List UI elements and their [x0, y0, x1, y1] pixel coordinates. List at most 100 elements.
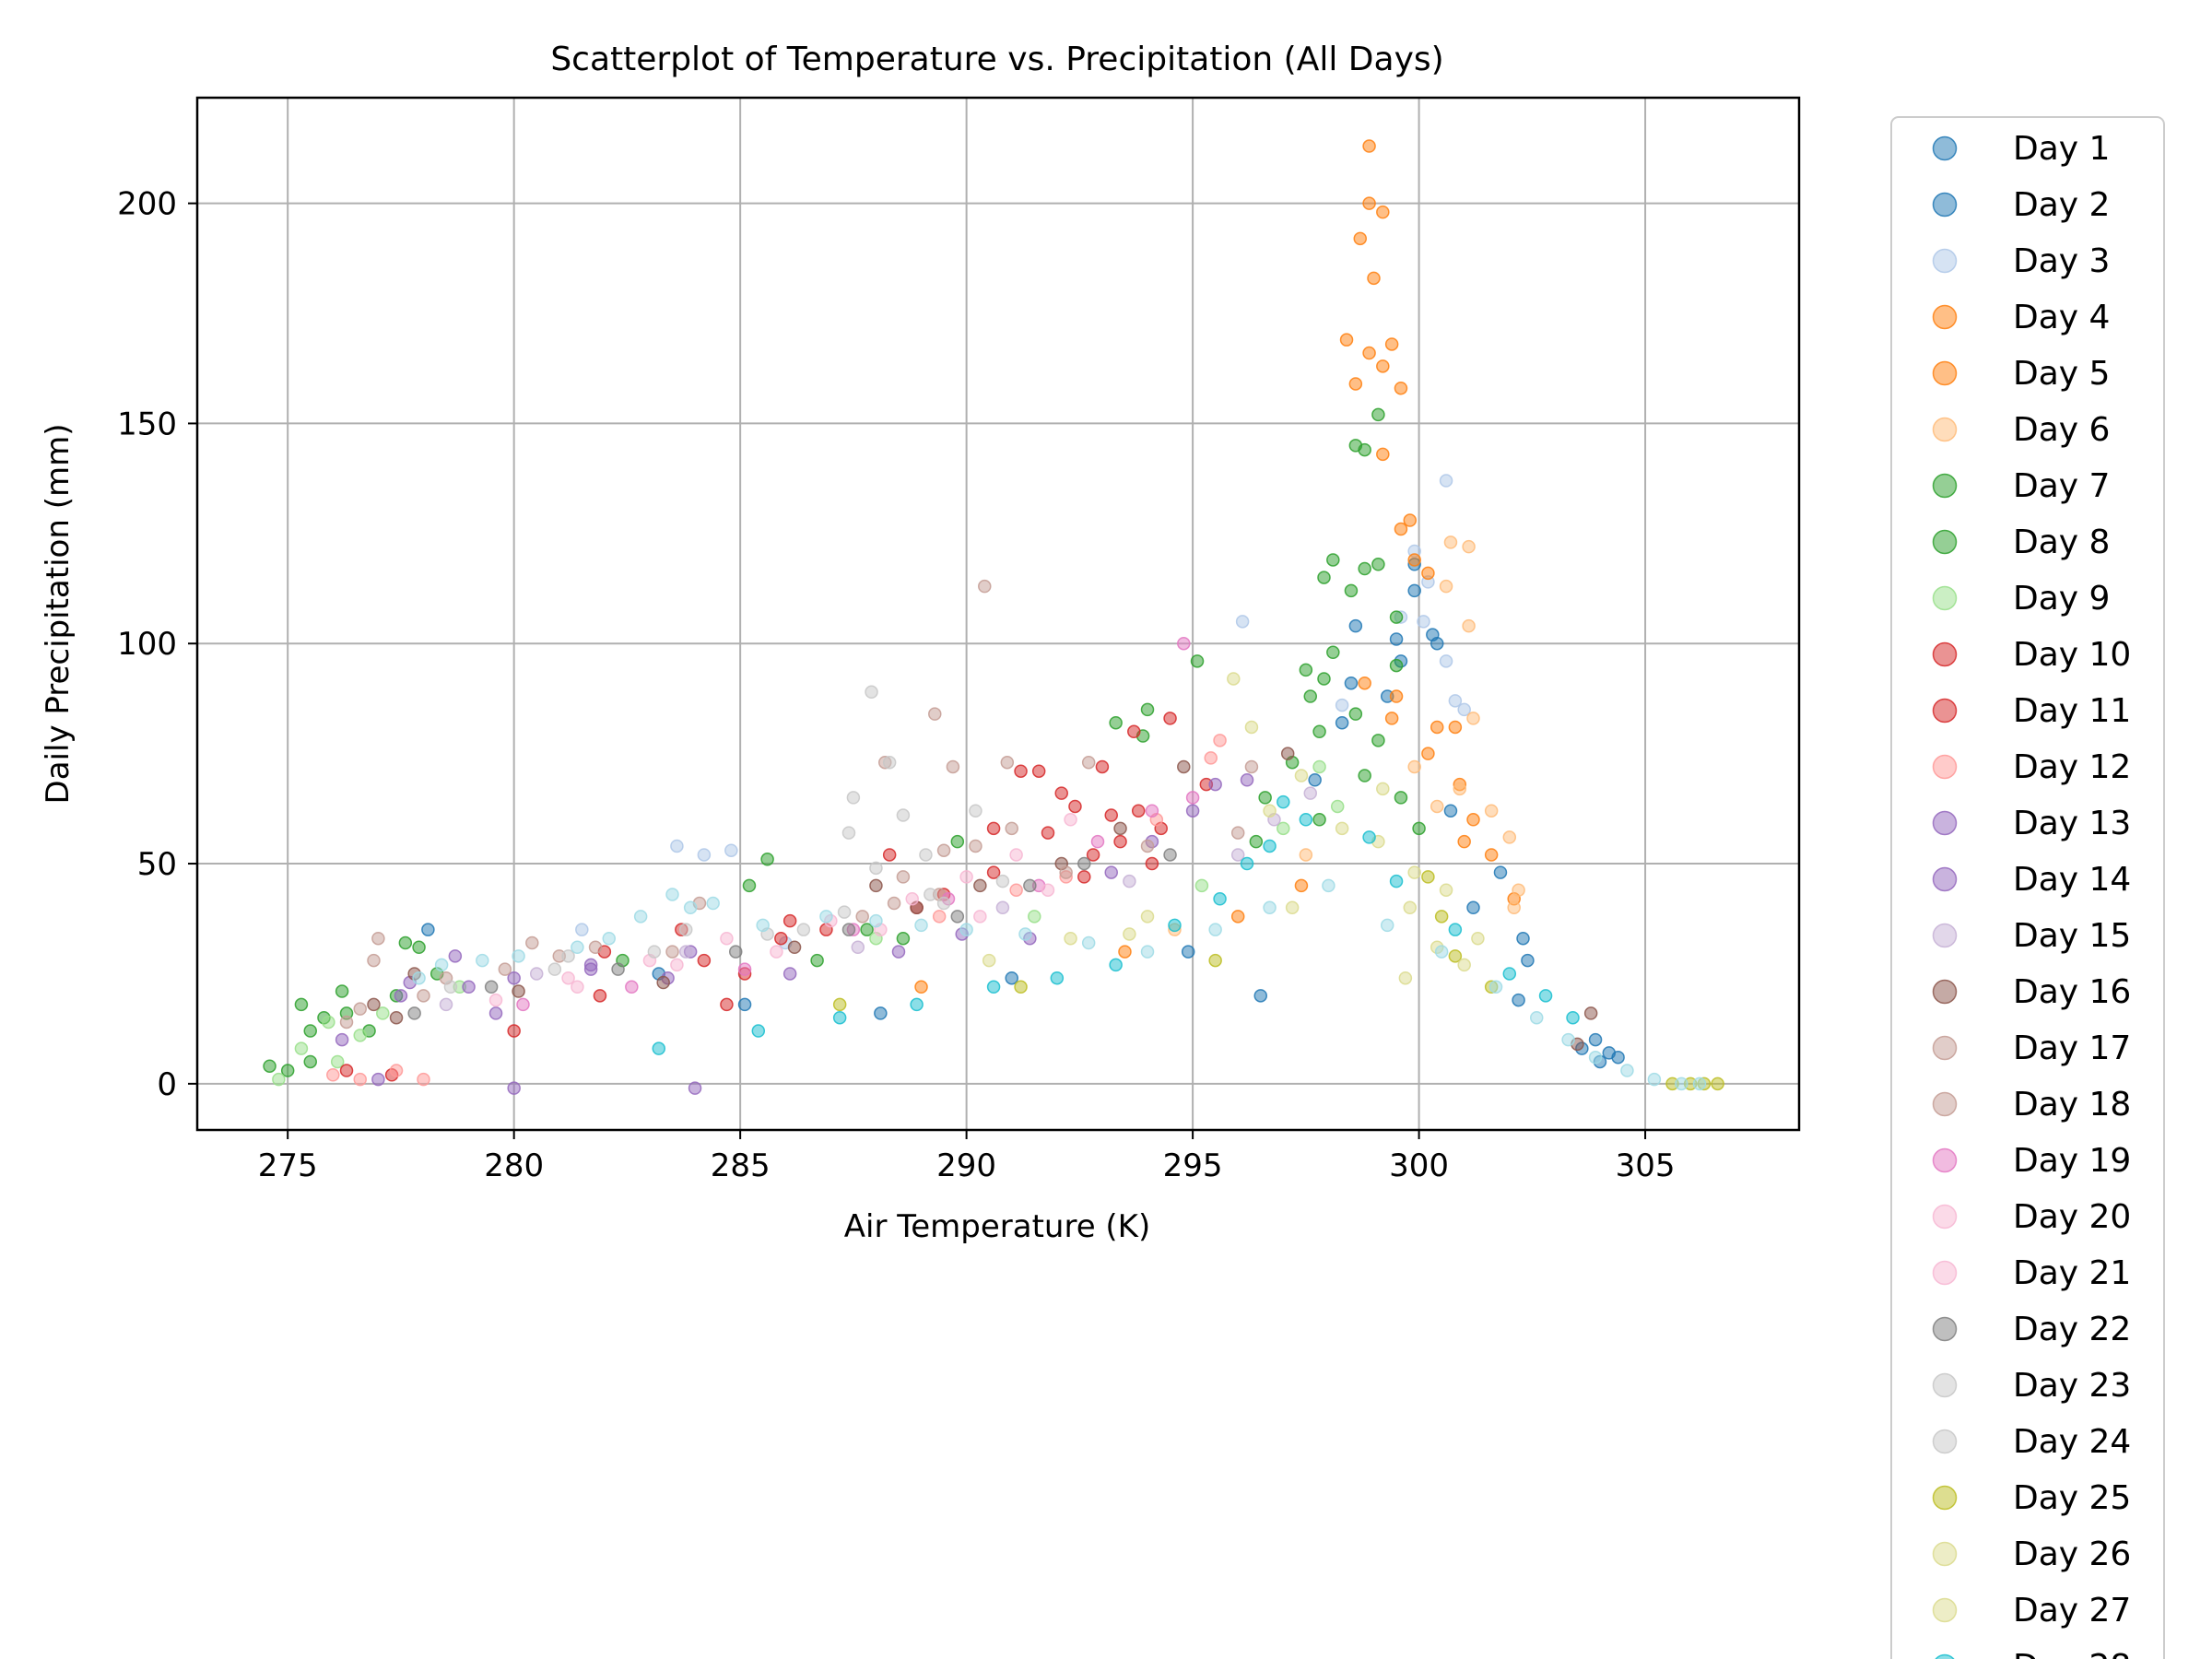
data-point [1430, 799, 1444, 814]
data-point [905, 892, 919, 906]
data-point [1493, 865, 1508, 879]
data-point [1371, 734, 1385, 747]
data-point [670, 958, 684, 972]
data-point [611, 962, 625, 976]
data-point [507, 971, 521, 985]
data-point [896, 931, 911, 946]
data-point [488, 993, 503, 1007]
data-point [832, 1010, 847, 1025]
data-point [819, 910, 833, 924]
data-point [1081, 935, 1096, 950]
data-point [583, 962, 598, 976]
data-point [389, 1064, 404, 1077]
data-point [353, 1072, 367, 1087]
data-point [896, 870, 911, 884]
data-point [969, 804, 982, 818]
data-point [1064, 813, 1077, 827]
legend-marker [1932, 135, 1958, 161]
data-point [1299, 813, 1313, 827]
data-point [782, 967, 797, 981]
data-point [928, 707, 942, 721]
legend-marker [1932, 1541, 1958, 1567]
data-point [1358, 769, 1371, 782]
data-point [973, 878, 987, 893]
data-point [832, 997, 847, 1012]
data-point [855, 910, 869, 924]
legend-label: Day 20 [2013, 1198, 2131, 1236]
legend-marker [1932, 248, 1958, 274]
data-point [1240, 773, 1254, 787]
legend-label: Day 17 [2013, 1030, 2131, 1067]
series-20 [561, 813, 1077, 985]
data-point [1471, 931, 1485, 946]
data-point [1588, 1032, 1603, 1047]
legend-label: Day 6 [2013, 411, 2110, 449]
data-point [498, 962, 512, 976]
data-point [932, 910, 947, 924]
data-point [1230, 848, 1245, 862]
data-point [1407, 865, 1421, 879]
data-point [353, 1029, 367, 1042]
data-point [720, 997, 734, 1012]
data-point [1005, 971, 1018, 985]
data-point [1417, 615, 1430, 629]
data-point [678, 945, 693, 959]
data-point [280, 1064, 295, 1077]
legend-marker [1932, 979, 1958, 1005]
data-point [1263, 804, 1277, 818]
data-point [1312, 759, 1326, 774]
data-point [1005, 821, 1018, 836]
data-point [986, 821, 1001, 836]
data-point [1507, 900, 1521, 915]
data-point [760, 853, 774, 866]
data-point [959, 870, 973, 884]
data-point [1244, 720, 1259, 735]
series-22 [407, 848, 1177, 1020]
legend-marker [1935, 1653, 1955, 1659]
data-point [625, 980, 639, 994]
data-point [1244, 759, 1259, 774]
data-point [896, 808, 911, 822]
data-point [678, 923, 693, 936]
data-point [1299, 848, 1313, 862]
legend-label: Day 21 [2013, 1254, 2131, 1292]
data-point [647, 945, 662, 959]
data-point [434, 958, 449, 972]
data-point [512, 984, 525, 998]
data-point [326, 1068, 340, 1082]
x-tick-label: 275 [258, 1147, 318, 1184]
data-point [1462, 618, 1476, 633]
data-point [1529, 1010, 1544, 1025]
series-6 [1168, 535, 1525, 936]
data-point [841, 826, 856, 840]
data-point [1675, 1077, 1688, 1091]
data-point [1389, 658, 1404, 673]
data-point [973, 910, 987, 924]
legend-label: Day 22 [2013, 1311, 2131, 1348]
data-point [1376, 359, 1390, 373]
series-12 [326, 734, 1227, 1087]
data-point [724, 843, 738, 857]
data-point [1611, 1050, 1625, 1065]
legend-label: Day 11 [2013, 692, 2131, 730]
data-point [1227, 672, 1241, 686]
data-point [770, 945, 783, 959]
series-23 [561, 685, 982, 963]
legend-label: Day 10 [2013, 636, 2131, 674]
series-9 [272, 759, 1345, 1087]
data-point [1394, 381, 1408, 395]
data-point [1294, 878, 1309, 893]
legend-marker [1932, 473, 1958, 499]
x-tick-label: 300 [1389, 1147, 1449, 1184]
data-point [1064, 931, 1077, 946]
data-point [1362, 139, 1376, 153]
data-point [1448, 720, 1463, 735]
legend-marker [1932, 1091, 1958, 1117]
data-point [1512, 883, 1525, 897]
data-point [1090, 834, 1105, 849]
data-point [1308, 773, 1322, 787]
data-point [1588, 1050, 1603, 1065]
data-point [1348, 618, 1363, 633]
legend-label: Day 14 [2013, 861, 2131, 899]
